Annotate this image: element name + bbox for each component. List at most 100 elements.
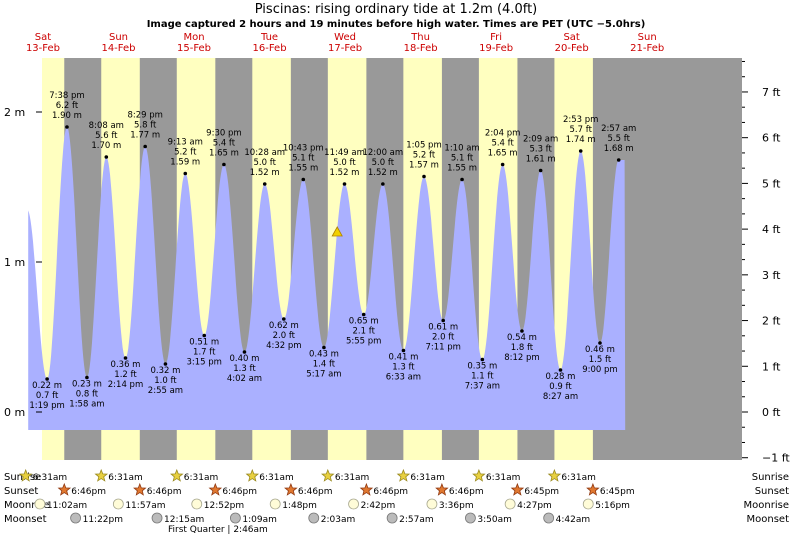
- high-tide-label: 5.7 ft: [570, 125, 593, 135]
- high-tide-label: 8:29 pm: [127, 111, 162, 121]
- chart-subtitle: Image captured 2 hours and 19 minutes be…: [147, 19, 646, 30]
- sunset-star-icon: [208, 482, 223, 496]
- low-tide-point: [441, 318, 445, 323]
- sunset-time: 6:46pm: [298, 487, 333, 497]
- y-left-tick-label: 1 m: [4, 256, 25, 269]
- high-tide-label: 12:00 am: [362, 148, 403, 158]
- high-tide-point: [500, 162, 505, 167]
- high-tide-label: 2:57 am: [601, 124, 636, 134]
- low-tide-label: 1.4 ft: [313, 360, 336, 370]
- high-tide-label: 5.2 ft: [174, 148, 197, 158]
- sunrise-time: 6:31am: [410, 473, 445, 483]
- sunrise-time: 6:31am: [486, 473, 521, 483]
- high-tide-label: 2:04 pm: [485, 129, 520, 139]
- moonrise-icon: [269, 498, 281, 510]
- high-tide-point: [381, 182, 385, 186]
- low-tide-point: [45, 377, 49, 381]
- low-tide-label: 4:32 pm: [266, 341, 301, 351]
- low-tide-point: [242, 350, 247, 354]
- high-tide-point: [538, 168, 543, 173]
- high-tide-label: 5.8 ft: [134, 121, 157, 131]
- low-tide-point: [282, 317, 286, 321]
- high-tide-point: [65, 125, 69, 129]
- moonset-icon: [308, 512, 320, 524]
- low-tide-point: [322, 345, 326, 350]
- low-tide-point: [85, 375, 89, 380]
- row-label-right: Sunrise: [752, 472, 789, 483]
- sunrise-time: 6:31am: [184, 473, 219, 483]
- y-right-tick-label: 1 ft: [762, 360, 781, 373]
- sunrise-star-icon: [321, 468, 335, 482]
- low-tide-point: [598, 341, 602, 345]
- sunrise-star-icon: [18, 468, 33, 482]
- moonrise-icon: [348, 498, 359, 510]
- low-tide-label: 0.51 m: [189, 338, 219, 348]
- moonset-icon: [70, 512, 81, 524]
- sunset-time: 6:46pm: [373, 487, 408, 497]
- day-name: Fri: [490, 32, 502, 43]
- low-tide-label: 2.0 ft: [432, 333, 455, 343]
- axes: 0 m 1 m 2 m −1 ft 0 ft 1 ft 2 ft 3 ft 4 ft 5 ft 6 …: [4, 60, 790, 465]
- high-tide-label: 8:08 am: [89, 121, 124, 131]
- day-name: Mon: [183, 32, 204, 43]
- high-tide-point: [222, 162, 226, 167]
- chart-header: Piscinas: rising ordinary tide at 1.2m (…: [147, 2, 646, 30]
- tide-curve: [28, 127, 626, 430]
- high-tide-label: 5.4 ft: [491, 139, 514, 149]
- low-tide-point: [480, 357, 485, 362]
- current-tide-marker: [331, 226, 343, 237]
- moonrise-time: 5:16pm: [595, 501, 630, 511]
- low-tide-label: 0.62 m: [269, 321, 299, 331]
- day-date: 19-Feb: [479, 43, 513, 54]
- low-tide-label: 2.1 ft: [353, 327, 376, 337]
- moonset-icon: [151, 512, 163, 524]
- y-right-tick-label: 5 ft: [762, 177, 781, 190]
- sunset-star-icon: [133, 482, 147, 496]
- high-tide-label: 1.90 m: [52, 111, 82, 121]
- day-date: 18-Feb: [404, 43, 438, 54]
- high-tide-label: 5.2 ft: [413, 151, 436, 161]
- low-tide-point: [520, 329, 524, 333]
- low-tide-label: 0.35 m: [467, 362, 497, 372]
- row-label-left: Moonset: [4, 514, 47, 525]
- moonset-icon: [465, 512, 476, 524]
- low-tide-label: 0.9 ft: [549, 382, 572, 392]
- low-tide-label: 2:14 pm: [108, 380, 143, 390]
- day-name: Thu: [410, 32, 430, 43]
- sunrise-time: 6:31am: [335, 473, 370, 483]
- low-tide-label: 0.23 m: [72, 380, 102, 390]
- extreme-labels: 0.22 m0.7 ft1:19 pm 7:38 pm6.2 ft1.90 m 0.…: [29, 91, 636, 411]
- sunset-time: 6:45pm: [524, 487, 559, 497]
- y-right-tick-label: −1 ft: [762, 452, 790, 465]
- low-tide-point: [202, 333, 207, 338]
- y-right-tick-label: 3 ft: [762, 269, 781, 282]
- high-tide-label: 1.55 m: [288, 164, 318, 174]
- low-tide-label: 3:15 pm: [187, 358, 222, 368]
- moonset-time: 2:03am: [321, 515, 356, 525]
- moonset-icon: [230, 512, 241, 524]
- moonrise-time: 2:42pm: [361, 501, 396, 511]
- day-name: Sat: [563, 32, 579, 43]
- low-tide-label: 1.3 ft: [233, 364, 256, 374]
- low-tide-label: 5:55 pm: [346, 337, 381, 347]
- sunrise-star-icon: [245, 468, 260, 482]
- high-tide-label: 2:09 am: [523, 135, 558, 145]
- moonset-time: 12:15am: [164, 515, 204, 525]
- high-tide-point: [460, 177, 464, 182]
- row-label-right: Moonset: [747, 514, 790, 525]
- row-label-right: Sunset: [755, 486, 789, 497]
- y-right-tick-label: 2 ft: [762, 315, 781, 328]
- high-tide-label: 1.74 m: [566, 135, 596, 145]
- high-tide-point: [578, 149, 583, 153]
- high-tide-label: 9:30 pm: [206, 129, 241, 139]
- moonset-time: 2:57am: [399, 515, 434, 525]
- low-tide-point: [163, 362, 168, 366]
- y-left-tick-label: 2 m: [4, 106, 25, 119]
- day-date: 15-Feb: [177, 43, 211, 54]
- moonrise-time: 12:52pm: [204, 501, 244, 511]
- high-tide-label: 10:28 am: [244, 148, 285, 158]
- high-tide-label: 2:53 pm: [563, 115, 598, 125]
- sunset-star-icon: [284, 482, 298, 496]
- high-tide-label: 5.3 ft: [529, 145, 552, 155]
